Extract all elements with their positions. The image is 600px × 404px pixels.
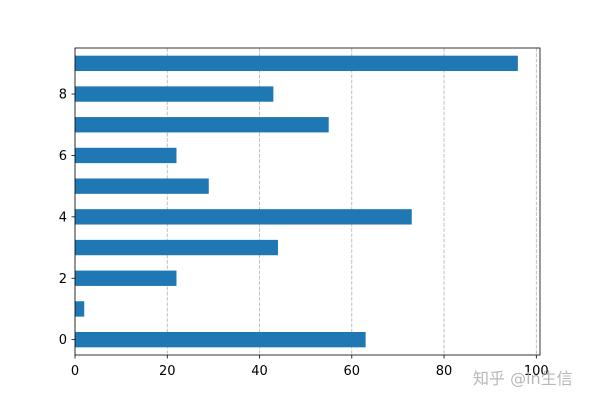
ticks: 0 20 40 60 80 100 0 2 4 6 8 bbox=[59, 88, 549, 379]
x-tick-label-60: 60 bbox=[344, 364, 361, 379]
bar-5 bbox=[75, 178, 209, 194]
y-tick-label-4: 4 bbox=[59, 210, 67, 225]
bar-0 bbox=[75, 331, 366, 348]
bars bbox=[75, 55, 518, 348]
axes bbox=[74, 47, 541, 356]
plot-frame bbox=[74, 47, 541, 356]
bar-2 bbox=[75, 270, 177, 286]
bar-1 bbox=[75, 301, 85, 317]
bar-6 bbox=[75, 147, 177, 164]
bar-4 bbox=[75, 209, 412, 225]
y-tick-label-8: 8 bbox=[59, 88, 67, 103]
x-tick-label-20: 20 bbox=[159, 364, 176, 379]
bar-3 bbox=[75, 239, 278, 256]
x-tick-label-80: 80 bbox=[436, 364, 453, 379]
x-tick-label-40: 40 bbox=[251, 364, 268, 379]
y-tick-label-0: 0 bbox=[59, 333, 67, 348]
y-tick-label-6: 6 bbox=[59, 149, 67, 164]
watermark-text: 知乎 @ln生信 bbox=[473, 369, 573, 388]
bar-8 bbox=[75, 86, 274, 102]
x-tick-label-100: 100 bbox=[524, 364, 549, 379]
x-tick-label-0: 0 bbox=[71, 364, 79, 379]
y-tick-label-2: 2 bbox=[59, 272, 67, 287]
bar-7 bbox=[75, 117, 329, 133]
bar-9 bbox=[75, 55, 518, 72]
